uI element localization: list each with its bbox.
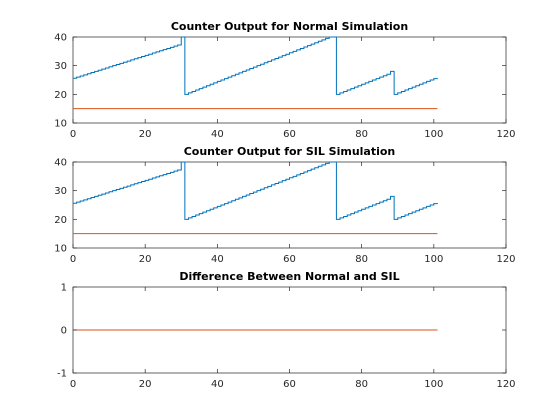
y-tick-label: 30 [54,186,67,197]
y-tick-label: 20 [54,215,67,226]
y-tick-label: 40 [54,158,67,169]
x-tick-label: 80 [355,254,368,265]
y-tick-label: 10 [54,119,67,130]
x-tick-label: 100 [424,254,443,265]
ticks-layer: 0 20 40 60 80 100 120 10 20 30 40 [54,158,515,266]
x-tick-label: 120 [496,129,515,140]
ticks-layer: 0 20 40 60 80 100 120 10 20 30 40 [54,33,515,141]
x-tick-label: 80 [355,379,368,390]
series-line-1 [73,36,438,95]
plot-area [72,36,507,124]
x-tick-label: 40 [211,129,224,140]
x-tick-label: 100 [424,129,443,140]
x-tick-label: 40 [211,379,224,390]
x-tick-label: 20 [139,254,152,265]
y-tick-label: 1 [61,283,67,294]
y-tick-label: 0 [61,326,67,337]
y-tick-label: 20 [54,90,67,101]
y-tick-label: 10 [54,244,67,255]
x-tick-label: 60 [283,379,296,390]
chart-title: Counter Output for Normal Simulation [171,20,408,33]
y-tick-label: 40 [54,33,67,44]
plot-area [72,161,507,249]
series-layer [73,36,438,110]
chart-title: Counter Output for SIL Simulation [184,145,396,158]
x-tick-label: 80 [355,129,368,140]
x-tick-label: 120 [496,379,515,390]
x-tick-label: 100 [424,379,443,390]
series-layer [73,161,438,235]
x-tick-label: 0 [70,379,76,390]
x-tick-label: 20 [139,379,152,390]
subplot-normal: 0 20 40 60 80 100 120 10 20 30 40 Counter Output f… [54,20,515,140]
x-tick-label: 60 [283,254,296,265]
x-tick-label: 0 [70,254,76,265]
x-tick-label: 40 [211,254,224,265]
x-tick-label: 0 [70,129,76,140]
x-tick-label: 60 [283,129,296,140]
series-line-1 [73,161,438,220]
subplot-difference: 0 20 40 60 80 100 120-101 Difference Between N… [57,270,516,390]
x-tick-label: 120 [496,254,515,265]
subplot-sil: 0 20 40 60 80 100 120 10 20 30 40 Counter Output f… [54,145,515,265]
chart-title: Difference Between Normal and SIL [179,270,399,283]
x-tick-label: 20 [139,129,152,140]
y-tick-label: -1 [57,369,67,380]
y-tick-label: 30 [54,61,67,72]
ticks-layer: 0 20 40 60 80 100 120-101 [57,283,516,391]
